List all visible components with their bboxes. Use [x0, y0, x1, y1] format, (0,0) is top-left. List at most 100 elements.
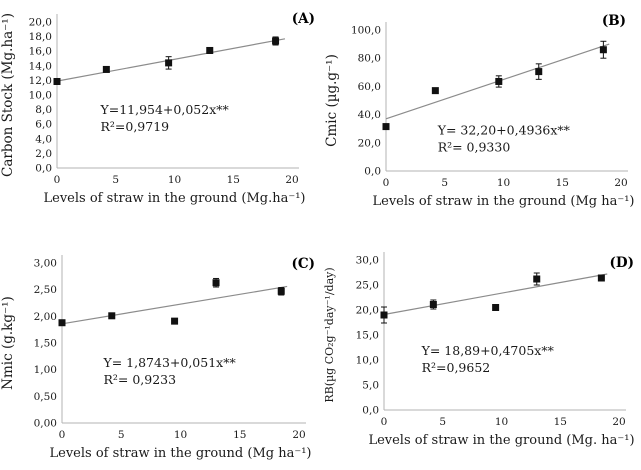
panel-b: 0,0 20,0 40,0 60,0 80,0 100,0 0 5 10 15 20 Y= 32,20…	[320, 0, 641, 235]
x-tick-label: 0	[59, 429, 66, 441]
data-point	[533, 275, 541, 283]
x-tick-label: 15	[556, 177, 569, 189]
y-tick-label: 60,0	[358, 81, 381, 93]
x-tick-label: 5	[441, 177, 448, 189]
y-axis-label: Cmic (µg.g⁻¹)	[324, 54, 340, 147]
r-squared: R²=0,9652	[422, 360, 491, 375]
y-tick-label: 25,0	[356, 280, 379, 292]
panel-d-chart: 0,0 5,0 10,0 15,0 20,0 25,0 30,0 0 5 10 15 20 Y= 18,…	[323, 252, 635, 448]
y-tick-label: 2,0	[35, 148, 52, 160]
y-tick-label: 16,0	[29, 46, 52, 58]
data-point	[277, 287, 285, 295]
data-point	[58, 319, 66, 327]
data-point	[382, 123, 390, 131]
x-tick-label: 10	[497, 177, 510, 189]
panel-label: (C)	[291, 256, 315, 272]
r-squared: R²= 0,9233	[103, 372, 176, 387]
y-tick-label: 30,0	[356, 255, 379, 267]
y-tick-label: 2,00	[34, 311, 57, 323]
y-tick-label: 1,50	[34, 338, 57, 350]
data-point	[165, 59, 173, 67]
data-point	[535, 68, 543, 76]
y-tick-label: 10,0	[356, 355, 379, 367]
regression-equation: Y=11,954+0,052x**	[99, 102, 229, 117]
y-tick-label: 0,0	[364, 166, 381, 178]
y-tick-label: 20,0	[29, 17, 52, 29]
x-axis-label: Levels of straw in the ground (Mg ha⁻¹)	[373, 194, 635, 209]
data-point	[206, 46, 214, 54]
x-tick-label: 10	[168, 174, 181, 186]
data-point	[102, 65, 110, 73]
y-tick-label: 10,0	[29, 90, 52, 102]
x-tick-label: 15	[554, 416, 567, 428]
y-axis-label: RB(µg CO₂g⁻¹day⁻¹/day)	[323, 267, 336, 402]
y-axis-label: Carbon Stock (Mg.ha⁻¹)	[0, 13, 16, 177]
trendline	[383, 273, 608, 316]
regression-equation: Y= 18,89+0,4705x**	[421, 343, 555, 358]
data-point	[53, 77, 61, 85]
x-tick-label: 5	[112, 174, 119, 186]
x-tick-label: 20	[292, 429, 305, 441]
x-tick-label: 5	[439, 416, 446, 428]
data-point	[272, 37, 280, 45]
x-tick-label: 0	[383, 177, 390, 189]
data-point	[171, 317, 179, 325]
panel-label: (B)	[602, 13, 626, 29]
regression-equation: Y= 32,20+0,4936x**	[437, 122, 571, 137]
y-tick-label: 1,00	[34, 364, 57, 376]
x-tick-label: 0	[381, 416, 388, 428]
panel-a: 0,0 2,0 4,0 6,0 8,0 10,0 12,0 14,0 16,0 18,0 20,0 0…	[0, 0, 320, 235]
y-tick-label: 0,00	[34, 418, 57, 430]
y-tick-label: 3,00	[34, 258, 57, 270]
y-tick-label: 80,0	[358, 53, 381, 65]
x-tick-label: 20	[612, 416, 625, 428]
x-tick-label: 20	[614, 177, 627, 189]
panel-a-chart: 0,0 2,0 4,0 6,0 8,0 10,0 12,0 14,0 16,0 18,0 20,0 0…	[0, 11, 315, 206]
data-point	[429, 301, 437, 308]
y-tick-label: 6,0	[35, 119, 52, 131]
data-point	[597, 274, 605, 282]
y-tick-label: 14,0	[29, 60, 52, 72]
data-point	[599, 46, 607, 54]
y-tick-label: 20,0	[358, 137, 381, 149]
y-tick-label: 8,0	[35, 104, 52, 116]
y-tick-label: 0,50	[34, 391, 57, 403]
data-point	[495, 77, 503, 85]
data-point	[212, 279, 220, 287]
y-tick-label: 5,0	[362, 380, 379, 392]
r-squared: R²= 0,9330	[438, 139, 511, 154]
x-tick-label: 5	[118, 429, 125, 441]
y-tick-label: 12,0	[29, 75, 52, 87]
x-tick-label: 15	[233, 429, 246, 441]
x-axis-label: Levels of straw in the ground (Mg.ha⁻¹)	[44, 191, 306, 206]
r-squared: R²=0,9719	[100, 119, 169, 134]
panel-c-chart: 0,00 0,50 1,00 1,50 2,00 2,50 3,00 0 5 10 15 20 Y= 1…	[0, 255, 315, 461]
x-axis-label: Levels of straw in the ground (Mg ha⁻¹)	[50, 446, 312, 461]
y-tick-label: 100,0	[351, 25, 381, 37]
x-tick-label: 15	[227, 174, 240, 186]
y-tick-label: 20,0	[356, 305, 379, 317]
y-tick-label: 40,0	[358, 109, 381, 121]
data-point	[380, 311, 388, 319]
y-tick-label: 15,0	[356, 330, 379, 342]
panel-label: (A)	[292, 11, 315, 27]
panel-c: 0,00 0,50 1,00 1,50 2,00 2,50 3,00 0 5 10 15 20 Y= 1…	[0, 235, 320, 470]
trendline	[61, 285, 288, 325]
x-axis-label: Levels of straw in the ground (Mg. ha⁻¹)	[368, 433, 634, 448]
x-tick-label: 10	[495, 416, 508, 428]
panel-d: 0,0 5,0 10,0 15,0 20,0 25,0 30,0 0 5 10 15 20 Y= 18,…	[320, 235, 641, 470]
y-tick-label: 18,0	[29, 31, 52, 43]
y-tick-label: 4,0	[35, 133, 52, 145]
data-point	[108, 312, 116, 320]
data-point	[431, 87, 439, 95]
x-tick-label: 20	[285, 174, 298, 186]
x-tick-label: 0	[54, 174, 61, 186]
panel-b-chart: 0,0 20,0 40,0 60,0 80,0 100,0 0 5 10 15 20 Y= 32,20…	[324, 13, 635, 209]
x-tick-label: 10	[174, 429, 187, 441]
data-point	[492, 304, 500, 311]
panel-label: (D)	[610, 255, 634, 271]
regression-equation: Y= 1,8743+0,051x**	[102, 355, 236, 370]
y-axis-label: Nmic (g.kg⁻¹)	[0, 296, 16, 390]
y-tick-label: 2,50	[34, 284, 57, 296]
